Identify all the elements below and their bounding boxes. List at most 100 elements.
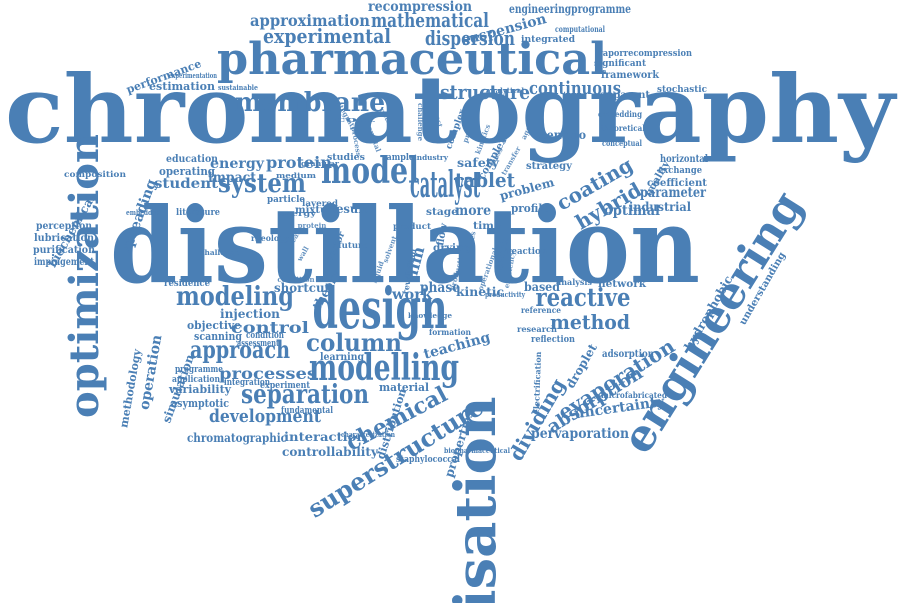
- cloud-word-reactive: reactive: [536, 283, 631, 312]
- cloud-word-protein: protein: [266, 153, 332, 172]
- cloud-word-conceptual: conceptual: [602, 138, 642, 148]
- cloud-word-work: work: [391, 287, 432, 303]
- cloud-word-mathematical: mathematical: [371, 8, 489, 32]
- cloud-word-energy: energy: [210, 156, 265, 172]
- cloud-word-mixture: mixture: [295, 205, 339, 216]
- cloud-word-integration: integration: [224, 378, 270, 388]
- cloud-word-horizontal: horizontal: [660, 154, 708, 165]
- cloud-word-staphylococcal: staphylococcal: [396, 455, 460, 465]
- cloud-word-condition: condition: [277, 275, 314, 284]
- cloud-word-future: future: [338, 240, 368, 250]
- cloud-word-education: education: [166, 154, 219, 165]
- cloud-word-pharmaceutical: pharmaceutical: [217, 34, 607, 85]
- cloud-word-optimisation: optimisation: [443, 396, 509, 603]
- cloud-word-embedded: embedded: [126, 208, 160, 217]
- cloud-word-formation: formation: [429, 327, 471, 337]
- cloud-word-optimal: optimal: [604, 203, 660, 219]
- cloud-word-asymptotic: asymptotic: [171, 397, 229, 410]
- cloud-word-network: network: [598, 279, 647, 290]
- cloud-word-control: control: [231, 318, 309, 337]
- cloud-word-injection: injection: [220, 307, 280, 321]
- cloud-word-coefficient: coefficient: [647, 178, 707, 189]
- cloud-word-composition: composition: [64, 169, 126, 179]
- cloud-word-safety: safety: [457, 156, 500, 170]
- cloud-word-approximation: approximation: [250, 11, 370, 30]
- cloud-word-characterization: characterization: [341, 430, 395, 439]
- cloud-word-challenge: challenge: [416, 103, 425, 142]
- cloud-word-energy: energy: [278, 209, 317, 218]
- cloud-word-industrial: industrial: [629, 200, 691, 214]
- cloud-word-studies: studies: [327, 153, 365, 163]
- cloud-word-experimentation: experimentation: [169, 71, 217, 80]
- cloud-word-pervaporation: pervaporation: [531, 426, 629, 442]
- cloud-word-optimization: optimization: [61, 134, 108, 418]
- cloud-word-reference: reference: [521, 305, 561, 315]
- cloud-word-granular: granular: [301, 159, 339, 168]
- cloud-word-fundamental: fundamental: [281, 406, 333, 416]
- cloud-word-significant: significant: [594, 59, 647, 69]
- cloud-word-biopharmaceutical: biopharmaceutical: [444, 446, 510, 455]
- cloud-word-controllability: controllability: [282, 445, 379, 459]
- cloud-word-stochastic: stochastic: [657, 85, 707, 95]
- cloud-word-variability: variability: [168, 383, 232, 396]
- cloud-word-model: model: [321, 150, 419, 192]
- cloud-word-experiment: experiment: [260, 381, 311, 391]
- cloud-word-student: student: [154, 176, 219, 192]
- cloud-word-distillation: distillation: [110, 184, 700, 307]
- cloud-word-sustainable: sustainable: [218, 83, 258, 92]
- cloud-word-scanning: scanning: [194, 330, 242, 343]
- cloud-word-particle: particle: [267, 195, 305, 205]
- cloud-word-productivity: productivity: [485, 290, 526, 299]
- cloud-word-drying: drying: [433, 243, 471, 254]
- cloud-word-method: method: [550, 310, 630, 334]
- cloud-word-dispersion: dispersion: [425, 26, 515, 50]
- cloud-word-operation: operation: [137, 334, 166, 411]
- cloud-word-material: material: [379, 381, 429, 394]
- cloud-word-product: product: [393, 221, 431, 231]
- cloud-word-reflection: reflection: [531, 335, 575, 345]
- cloud-word-research: research: [517, 324, 557, 334]
- cloud-word-based: based: [524, 280, 561, 294]
- cloud-word-result: result: [330, 202, 368, 216]
- cloud-word-modeling: modeling: [176, 282, 294, 312]
- cloud-word-medium: medium: [276, 171, 317, 180]
- cloud-word-processes: processes: [219, 364, 317, 383]
- cloud-word-impact: impact: [208, 170, 256, 186]
- cloud-word-electrification: electrification: [531, 351, 543, 414]
- cloud-word-knowledge: knowledge: [408, 311, 453, 320]
- cloud-word-microfabricated: microfabricated: [601, 390, 667, 400]
- cloud-word-analytical: analytical: [486, 86, 524, 95]
- cloud-word-engineeringprogramme: engineeringprogramme: [509, 2, 631, 16]
- cloud-word-objective: objective: [187, 319, 241, 332]
- cloud-word-modelling: modelling: [309, 347, 459, 389]
- cloud-word-application: application: [172, 375, 220, 385]
- cloud-word-column: column: [306, 328, 402, 357]
- cloud-word-phase: phase: [420, 280, 460, 296]
- cloud-word-recompression: recompression: [368, 0, 472, 15]
- cloud-word-vaporrecompression: vaporrecompression: [597, 49, 692, 59]
- cloud-word-interaction: interaction: [284, 430, 366, 444]
- cloud-word-profile: profile: [511, 202, 549, 215]
- cloud-word-time: time: [473, 221, 501, 232]
- cloud-word-cost: cost: [432, 110, 445, 129]
- cloud-word-chromatographic: chromatographic: [187, 431, 287, 445]
- cloud-word-integrated: integrated: [521, 35, 576, 45]
- cloud-word-separation: separation: [241, 380, 369, 410]
- cloud-word-chromatography: chromatography: [5, 55, 897, 165]
- cloud-word-layered: layered: [302, 198, 338, 208]
- cloud-word-lubrication: lubrication: [34, 233, 95, 244]
- cloud-word-purification: purification: [33, 245, 96, 256]
- cloud-word-system: system: [218, 169, 306, 199]
- cloud-word-challenge: challenge: [200, 248, 241, 257]
- cloud-word-framework: framework: [601, 70, 660, 81]
- cloud-word-experimental: experimental: [263, 24, 391, 48]
- cloud-word-flow: flow: [435, 222, 450, 247]
- cloud-word-shortcut: shortcut: [274, 281, 330, 295]
- cloud-word-operating: operating: [159, 165, 215, 178]
- cloud-word-condition: condition: [246, 331, 284, 341]
- cloud-word-reaction: reaction: [507, 247, 547, 257]
- cloud-word-approach: approach: [190, 335, 290, 364]
- cloud-word-more: more: [455, 203, 491, 219]
- cloud-word-assessment: assessment: [237, 339, 280, 349]
